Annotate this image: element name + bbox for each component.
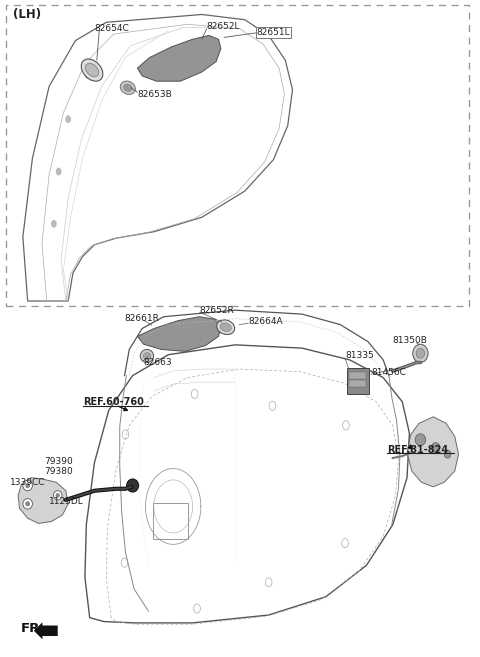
FancyArrow shape — [34, 622, 58, 639]
FancyBboxPatch shape — [349, 373, 366, 379]
Ellipse shape — [25, 483, 30, 488]
Polygon shape — [137, 317, 221, 351]
Text: 1339CC: 1339CC — [10, 478, 46, 487]
Text: 81335: 81335 — [345, 351, 374, 361]
Ellipse shape — [444, 450, 451, 458]
FancyBboxPatch shape — [347, 369, 369, 394]
Ellipse shape — [220, 323, 231, 332]
Text: 79390: 79390 — [44, 457, 73, 466]
Ellipse shape — [415, 434, 426, 445]
Circle shape — [56, 168, 61, 175]
Ellipse shape — [120, 81, 135, 95]
Text: 81456C: 81456C — [371, 369, 406, 378]
Text: REF.60-760: REF.60-760 — [84, 397, 144, 407]
Ellipse shape — [432, 443, 440, 453]
Polygon shape — [18, 478, 68, 524]
Ellipse shape — [85, 63, 99, 77]
Text: 79380: 79380 — [44, 466, 73, 476]
Circle shape — [65, 115, 71, 123]
FancyBboxPatch shape — [349, 380, 366, 387]
Text: 82652R: 82652R — [199, 306, 234, 315]
Ellipse shape — [81, 59, 103, 81]
Text: 82653B: 82653B — [137, 90, 172, 99]
Ellipse shape — [127, 479, 139, 492]
Text: (LH): (LH) — [13, 8, 41, 21]
Ellipse shape — [413, 344, 428, 363]
Text: 1125DL: 1125DL — [49, 497, 84, 507]
Polygon shape — [137, 35, 221, 81]
Text: REF.81-824: REF.81-824 — [387, 445, 448, 455]
Circle shape — [84, 71, 90, 79]
Ellipse shape — [144, 353, 151, 359]
Ellipse shape — [23, 499, 33, 509]
Text: 81350B: 81350B — [393, 336, 428, 345]
Ellipse shape — [140, 350, 154, 363]
Text: 82652L: 82652L — [206, 22, 240, 32]
Ellipse shape — [25, 501, 30, 507]
Text: 82661R: 82661R — [124, 313, 159, 323]
Ellipse shape — [53, 491, 62, 500]
Ellipse shape — [416, 348, 425, 358]
Ellipse shape — [123, 84, 132, 91]
Ellipse shape — [23, 480, 33, 491]
Text: FR.: FR. — [21, 622, 45, 635]
Ellipse shape — [216, 320, 235, 334]
Text: 82651L: 82651L — [257, 28, 290, 37]
Ellipse shape — [56, 493, 60, 497]
Circle shape — [51, 220, 57, 228]
Text: 82654C: 82654C — [95, 24, 129, 34]
Text: 82663: 82663 — [144, 358, 172, 367]
Text: 82664A: 82664A — [249, 317, 283, 327]
Polygon shape — [407, 417, 458, 487]
